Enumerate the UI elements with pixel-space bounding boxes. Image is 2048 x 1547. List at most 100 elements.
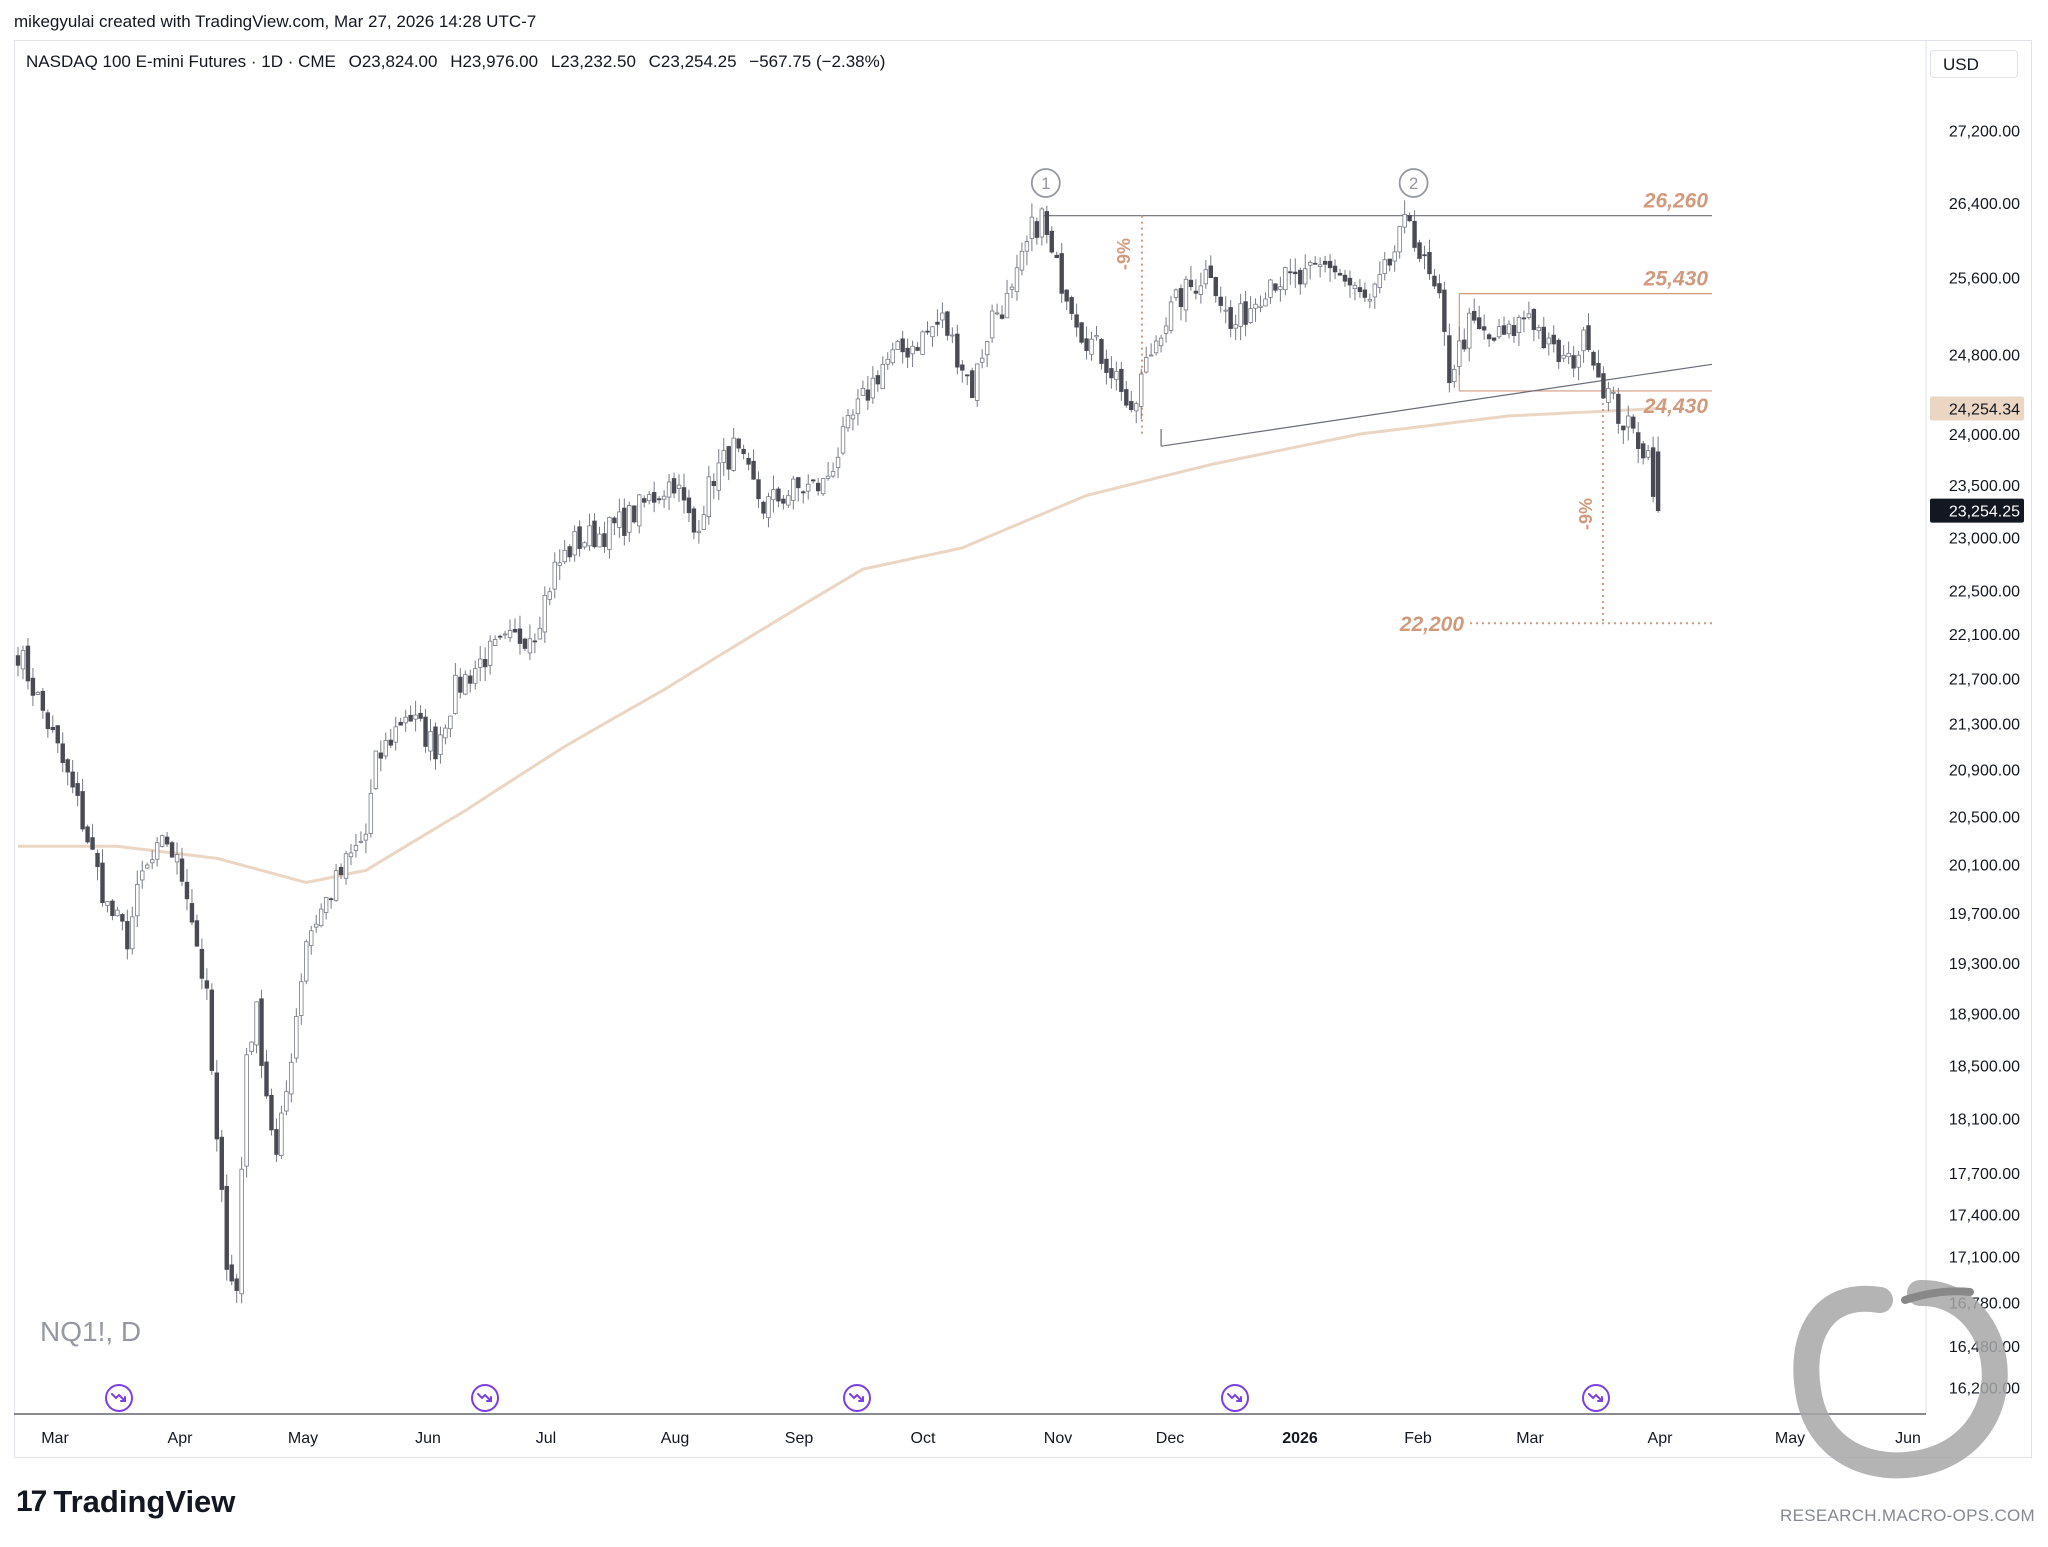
candle[interactable] [726, 445, 731, 481]
candle[interactable] [865, 376, 871, 410]
candle[interactable] [304, 939, 309, 985]
candle[interactable] [855, 389, 861, 426]
candle[interactable] [761, 500, 766, 520]
candle[interactable] [1606, 382, 1611, 412]
candle[interactable] [811, 479, 816, 484]
candle[interactable] [656, 496, 662, 504]
candle[interactable] [174, 842, 180, 875]
candle[interactable] [1491, 337, 1497, 343]
candle[interactable] [1014, 254, 1020, 301]
candle[interactable] [358, 831, 364, 844]
candle[interactable] [1168, 295, 1174, 334]
candle[interactable] [806, 474, 811, 500]
candle[interactable] [587, 513, 592, 551]
candle[interactable] [1551, 325, 1556, 353]
candle[interactable] [696, 520, 702, 544]
tradingview-logo[interactable]: 17 TradingView [16, 1484, 235, 1520]
candle[interactable] [35, 690, 41, 696]
candle[interactable] [880, 356, 885, 390]
candle[interactable] [532, 633, 538, 654]
candle[interactable] [348, 844, 354, 866]
candle[interactable] [1332, 259, 1338, 280]
candle[interactable] [1034, 217, 1040, 245]
candle[interactable] [1392, 245, 1397, 272]
candle[interactable] [1004, 279, 1010, 319]
candle[interactable] [612, 516, 617, 535]
candle[interactable] [115, 906, 120, 917]
candle[interactable] [1626, 405, 1631, 441]
candle[interactable] [825, 462, 831, 481]
candle[interactable] [328, 897, 334, 909]
event-marker-icon[interactable] [843, 1384, 871, 1412]
candle[interactable] [1442, 281, 1447, 346]
candle[interactable] [970, 367, 975, 399]
candle[interactable] [1501, 316, 1507, 335]
candle[interactable] [219, 1129, 224, 1203]
candle[interactable] [711, 473, 716, 500]
candle[interactable] [110, 898, 115, 921]
candle[interactable] [1352, 281, 1358, 301]
candle[interactable] [1556, 338, 1561, 369]
candle[interactable] [1645, 444, 1651, 461]
candle[interactable] [1039, 207, 1045, 246]
candle[interactable] [1163, 317, 1169, 343]
candle[interactable] [1119, 361, 1124, 401]
candle[interactable] [368, 779, 374, 838]
candle[interactable] [269, 1088, 274, 1136]
candle[interactable] [1432, 268, 1437, 290]
candle[interactable] [681, 473, 687, 514]
candle[interactable] [1293, 258, 1298, 288]
candle[interactable] [1422, 245, 1427, 270]
candle[interactable] [1611, 386, 1616, 400]
candle[interactable] [1521, 310, 1527, 333]
candle[interactable] [989, 304, 995, 343]
candle[interactable] [557, 549, 562, 581]
candle[interactable] [1462, 328, 1467, 352]
candle[interactable] [70, 760, 75, 794]
candle[interactable] [850, 409, 856, 431]
candle[interactable] [1601, 366, 1606, 399]
candle[interactable] [1631, 414, 1636, 434]
candle[interactable] [994, 303, 1000, 316]
candle[interactable] [1387, 258, 1392, 272]
candle[interactable] [1139, 368, 1144, 420]
candle[interactable] [1233, 314, 1238, 341]
candle[interactable] [388, 728, 393, 748]
candle[interactable] [1467, 307, 1472, 362]
candle[interactable] [1218, 286, 1223, 313]
candle[interactable] [15, 647, 21, 677]
candle[interactable] [1153, 335, 1159, 356]
candle[interactable] [845, 408, 851, 432]
candle[interactable] [860, 380, 866, 396]
candle[interactable] [1193, 279, 1199, 300]
candle[interactable] [338, 863, 344, 880]
candle[interactable] [1317, 257, 1323, 278]
candle[interactable] [1377, 261, 1382, 294]
candle[interactable] [318, 903, 324, 928]
candle[interactable] [756, 471, 761, 508]
candle[interactable] [661, 490, 667, 508]
candle[interactable] [239, 1156, 244, 1304]
candle[interactable] [323, 896, 329, 920]
candle[interactable] [691, 506, 697, 540]
candle[interactable] [1049, 226, 1054, 254]
candle[interactable] [1208, 255, 1213, 278]
candle[interactable] [507, 619, 513, 642]
candle[interactable] [1089, 331, 1094, 361]
candle[interactable] [567, 544, 572, 562]
candle[interactable] [1327, 254, 1333, 282]
candle[interactable] [50, 715, 55, 734]
candle[interactable] [473, 660, 478, 690]
candle[interactable] [259, 989, 264, 1078]
candle[interactable] [542, 586, 548, 643]
candle[interactable] [1342, 270, 1348, 287]
candle[interactable] [875, 370, 881, 392]
candle[interactable] [741, 444, 746, 460]
candle[interactable] [1283, 266, 1288, 296]
candle[interactable] [895, 340, 900, 350]
candle[interactable] [408, 705, 413, 722]
candle[interactable] [284, 1080, 289, 1116]
candle[interactable] [1322, 255, 1328, 273]
candle[interactable] [179, 847, 185, 886]
candle[interactable] [497, 634, 503, 641]
